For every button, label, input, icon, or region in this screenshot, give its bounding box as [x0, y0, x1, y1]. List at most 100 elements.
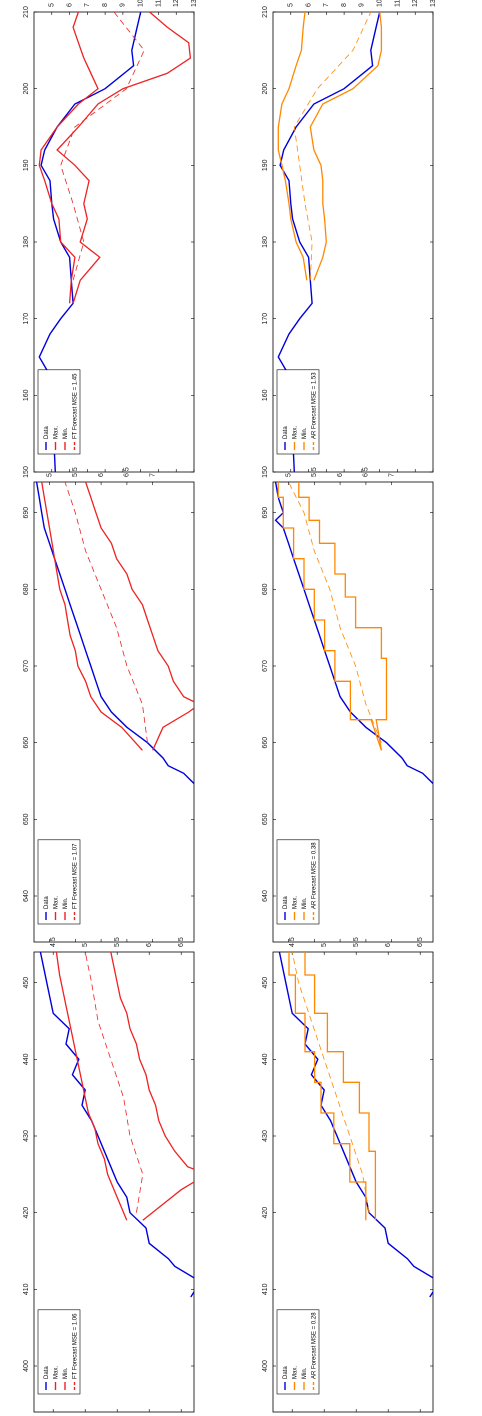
legend-entry: FT Forecast MSE = 1.45 [73, 373, 79, 439]
chart-panel-2: 640 650 660 670 680 690 5 5.5 6 6.5 7 Data Max. Min. F… [23, 467, 195, 943]
y-tick-label: 13 [430, 0, 437, 7]
y-tick-label: 9 [120, 3, 127, 7]
x-tick-label: 210 [23, 6, 30, 18]
x-tick-label: 410 [262, 1283, 269, 1295]
y-tick-label: 7 [389, 473, 396, 477]
x-tick-label: 400 [23, 1360, 30, 1372]
series-line [298, 482, 388, 751]
x-tick-label: 170 [23, 313, 30, 325]
series-line [64, 482, 148, 743]
x-tick-label: 160 [23, 389, 30, 401]
series-line [288, 952, 367, 1221]
series-line [84, 952, 144, 1213]
x-tick-label: 200 [23, 83, 30, 95]
y-tick-label: 11 [155, 0, 162, 7]
y-tick-label: 5 [321, 943, 328, 947]
legend-entry: Max. [293, 896, 299, 909]
x-tick-label: 680 [23, 583, 30, 595]
legend: Data Max. Min. FT Forecast MSE = 1.45 [37, 369, 81, 455]
x-tick-label: 420 [23, 1207, 30, 1219]
x-tick-label: 420 [262, 1207, 269, 1219]
chart-panel-6: 400 410 420 430 440 450 4.5 5 5.5 6 6.5 Data Max. Min… [262, 937, 434, 1413]
axes-frame [272, 951, 434, 1413]
chart-panel-4: 150 160 170 180 190 200 210 5 6 7 8 9 10 11 12 13 Data Ma… [262, 0, 437, 478]
legend-entry: Max. [293, 426, 299, 439]
y-tick-label: 7 [84, 3, 91, 7]
series-line [56, 12, 192, 304]
series-line [291, 952, 370, 1213]
series-line [38, 12, 99, 304]
x-tick-label: 180 [262, 236, 269, 248]
legend-entry: AR Forecast MSE = 0.28 [312, 1312, 318, 1379]
legend-entry: FT Forecast MSE = 1.07 [73, 843, 79, 909]
axes-frame [33, 481, 195, 943]
x-tick-label: 660 [23, 737, 30, 749]
y-tick-label: 6.5 [124, 467, 131, 477]
y-tick-label: 8 [102, 3, 109, 7]
y-tick-label: 5.5 [114, 937, 121, 947]
legend-entry: Max. [54, 896, 60, 909]
legend-entry: AR Forecast MSE = 1.53 [312, 372, 318, 439]
x-tick-label: 190 [23, 159, 30, 171]
series-line [277, 12, 308, 281]
x-tick-label: 170 [262, 313, 269, 325]
legend-entry: AR Forecast MSE = 0.38 [312, 842, 318, 909]
series-line [309, 12, 383, 281]
legend-entry: Min. [63, 897, 69, 909]
legend-entry: Data [283, 426, 289, 439]
y-tick-label: 10 [138, 0, 145, 7]
x-tick-label: 430 [262, 1130, 269, 1142]
legend-entry: Min. [302, 427, 308, 439]
series-line [55, 952, 128, 1221]
x-tick-label: 650 [23, 813, 30, 825]
y-tick-label: 5 [49, 3, 56, 7]
y-tick-label: 6 [337, 473, 344, 477]
y-tick-label: 12 [173, 0, 180, 7]
y-tick-label: 5.5 [72, 467, 79, 477]
legend: Data Max. Min. AR Forecast MSE = 1.53 [276, 369, 320, 455]
y-tick-label: 5 [46, 473, 53, 477]
legend-entry: Data [44, 896, 50, 909]
x-tick-label: 690 [23, 507, 30, 519]
legend-entry: Data [44, 426, 50, 439]
x-tick-label: 440 [262, 1053, 269, 1065]
x-tick-label: 410 [23, 1283, 30, 1295]
y-tick-label: 5 [82, 943, 89, 947]
legend-entry: Data [283, 1366, 289, 1379]
x-tick-label: 150 [23, 466, 30, 478]
x-tick-label: 150 [262, 466, 269, 478]
chart-panel-1: 150 160 170 180 190 200 210 5 6 7 8 9 10 11 12 13 Data Ma… [23, 0, 198, 478]
y-tick-label: 5.5 [311, 467, 318, 477]
x-tick-label: 640 [262, 890, 269, 902]
x-tick-label: 660 [262, 737, 269, 749]
series-line [39, 952, 194, 1298]
legend-entry: Min. [63, 427, 69, 439]
x-tick-label: 180 [23, 236, 30, 248]
legend-entry: Min. [302, 1367, 308, 1379]
legend-entry: FT Forecast MSE = 1.06 [73, 1313, 79, 1379]
y-tick-label: 10 [377, 0, 384, 7]
legend: Data Max. Min. AR Forecast MSE = 0.28 [276, 1309, 320, 1395]
y-tick-label: 7 [323, 3, 330, 7]
x-tick-label: 440 [23, 1053, 30, 1065]
chart-panel-5: 640 650 660 670 680 690 5 5.5 6 6.5 7 Data Max. Min. A… [262, 467, 434, 943]
chart-panel-3: 400 410 420 430 440 450 4.5 5 5.5 6 6.5 Data Max. Min… [23, 937, 195, 1413]
series-line [277, 12, 381, 472]
x-tick-label: 640 [23, 890, 30, 902]
y-tick-label: 13 [191, 0, 198, 7]
series-line [278, 952, 433, 1298]
y-tick-label: 9 [359, 3, 366, 7]
y-tick-label: 5 [285, 473, 292, 477]
y-tick-label: 6.5 [178, 937, 185, 947]
series-line [274, 482, 433, 785]
x-tick-label: 690 [262, 507, 269, 519]
y-tick-label: 6.5 [417, 937, 424, 947]
x-tick-label: 190 [262, 159, 269, 171]
x-tick-label: 400 [262, 1360, 269, 1372]
legend: Data Max. Min. AR Forecast MSE = 0.38 [276, 839, 320, 925]
series-line [41, 482, 143, 751]
x-tick-label: 650 [262, 813, 269, 825]
series-line [293, 12, 372, 281]
y-tick-label: 6 [98, 473, 105, 477]
